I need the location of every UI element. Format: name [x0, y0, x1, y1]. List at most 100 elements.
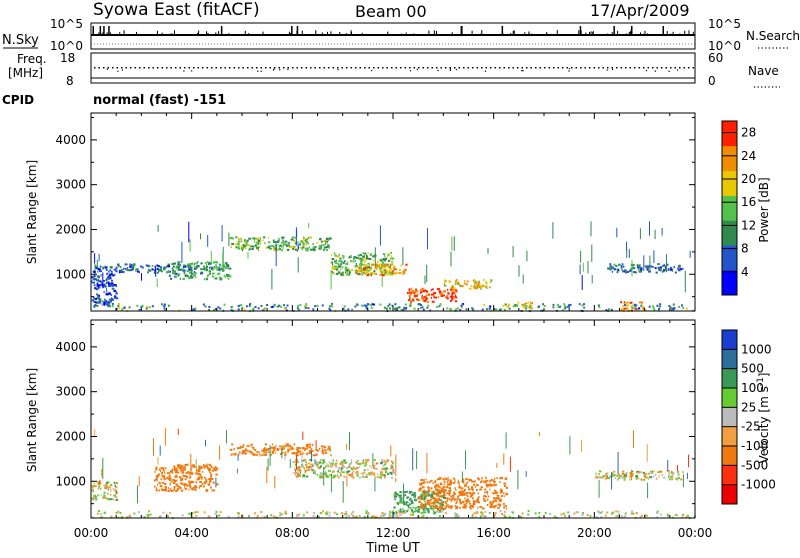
- data-cell: [244, 448, 247, 451]
- data-cell: [273, 446, 276, 449]
- data-cell: [113, 284, 117, 286]
- data-cell: [424, 491, 427, 494]
- freq-dot: [409, 67, 411, 69]
- freq-dot: [499, 67, 501, 69]
- data-cell: [335, 513, 338, 516]
- data-cell: [287, 450, 290, 453]
- data-cell: [381, 468, 383, 471]
- data-cell: [659, 266, 663, 269]
- data-cell: [391, 304, 394, 307]
- data-cell: [525, 471, 527, 477]
- data-cell: [496, 494, 500, 497]
- noise-spike: [413, 33, 415, 35]
- freq-dot: [463, 67, 465, 69]
- noise-spike: [556, 30, 558, 35]
- data-cell: [500, 490, 503, 493]
- data-cell: [340, 460, 344, 463]
- data-cell: [243, 244, 246, 247]
- data-cell: [489, 488, 491, 491]
- data-cell: [367, 273, 371, 275]
- data-cell: [280, 453, 282, 456]
- data-cell: [164, 486, 167, 488]
- data-cell: [460, 490, 464, 493]
- data-cell: [189, 263, 192, 265]
- data-cell: [346, 470, 350, 473]
- freq-dot: [148, 67, 150, 69]
- data-cell: [364, 304, 367, 307]
- data-cell: [437, 487, 439, 490]
- data-cell: [388, 303, 391, 306]
- data-cell: [165, 487, 167, 490]
- freq-dot: [571, 67, 573, 69]
- data-cell: [317, 515, 320, 518]
- data-cell: [184, 466, 186, 469]
- data-cell: [375, 476, 377, 478]
- data-cell: [617, 473, 619, 476]
- data-cell: [418, 497, 421, 500]
- data-cell: [453, 494, 455, 497]
- data-cell: [620, 308, 624, 311]
- data-cell: [671, 478, 674, 481]
- data-cell: [667, 460, 669, 471]
- data-cell: [387, 259, 391, 262]
- data-cell: [209, 262, 212, 265]
- data-cell: [371, 466, 373, 469]
- noise-spike: [644, 30, 646, 35]
- data-cell: [479, 505, 483, 508]
- data-cell: [156, 478, 158, 480]
- data-cell: [442, 489, 445, 492]
- data-cell: [163, 307, 166, 310]
- data-cell: [370, 306, 373, 309]
- data-cell: [195, 481, 198, 484]
- data-cell: [180, 477, 184, 480]
- data-cell: [348, 272, 351, 275]
- cpid-value: normal (fast) -151: [93, 93, 226, 108]
- data-cell: [492, 506, 496, 509]
- data-cell: [660, 269, 662, 272]
- data-cell: [372, 515, 375, 518]
- data-cell: [465, 283, 468, 286]
- data-cell: [358, 271, 360, 273]
- data-cell: [118, 271, 121, 274]
- data-cell: [105, 484, 108, 487]
- data-cell: [252, 237, 255, 240]
- data-cell: [248, 237, 252, 240]
- data-cell: [315, 448, 318, 451]
- data-cell: [649, 255, 651, 271]
- data-cell: [356, 474, 359, 477]
- data-cell: [432, 491, 435, 494]
- data-cell: [386, 263, 389, 266]
- data-cell: [157, 473, 161, 476]
- power-region: [406, 287, 458, 303]
- data-cell: [333, 252, 336, 255]
- data-cell: [103, 494, 106, 497]
- data-cell: [303, 236, 305, 239]
- data-cell: [318, 466, 321, 469]
- data-cell: [172, 272, 175, 275]
- data-cell: [445, 502, 448, 505]
- data-cell: [466, 499, 468, 502]
- data-cell: [304, 464, 308, 466]
- data-cell: [97, 487, 100, 490]
- freq-dot: [503, 67, 505, 69]
- data-cell: [422, 514, 425, 517]
- data-cell: [242, 444, 245, 447]
- data-cell: [218, 267, 221, 270]
- data-cell: [207, 483, 209, 486]
- data-cell: [305, 240, 308, 243]
- noise-spike: [106, 32, 108, 35]
- data-cell: [279, 445, 282, 448]
- data-cell: [333, 511, 336, 514]
- data-cell: [631, 474, 633, 477]
- data-cell: [209, 475, 213, 478]
- data-cell: [341, 462, 344, 465]
- data-cell: [304, 469, 307, 472]
- y-tick-label: 4000: [55, 340, 86, 354]
- freq-dot: [373, 67, 375, 69]
- data-cell: [408, 289, 411, 292]
- data-cell: [155, 468, 157, 471]
- data-cell: [409, 490, 412, 493]
- data-cell: [402, 270, 404, 273]
- data-cell: [356, 303, 359, 306]
- data-cell: [338, 271, 341, 274]
